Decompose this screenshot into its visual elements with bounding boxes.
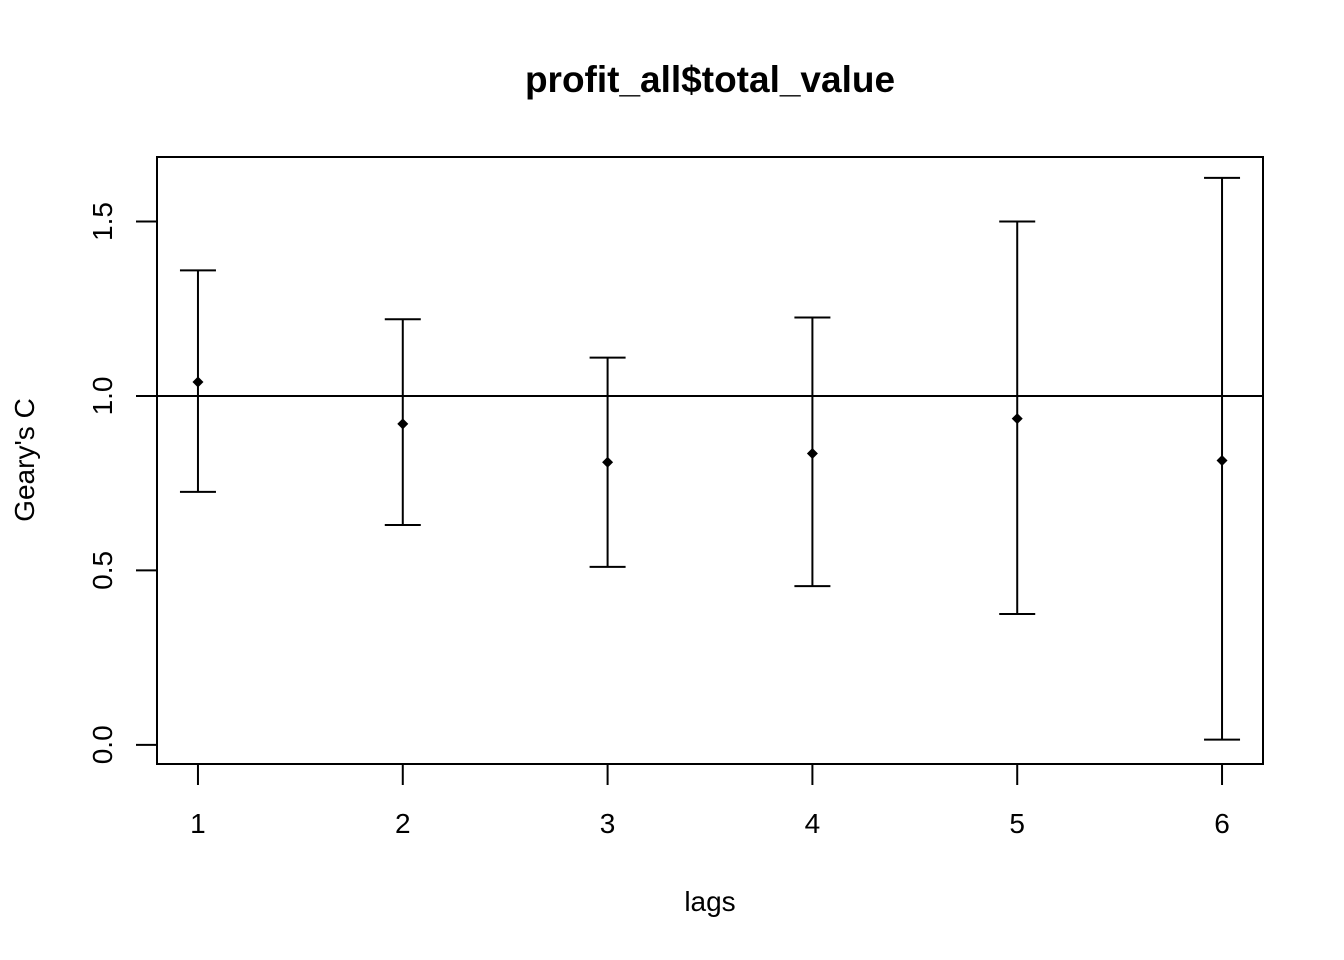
plot-frame: [156, 156, 1264, 765]
data-point: [602, 456, 614, 468]
x-tick-label: 3: [600, 808, 616, 839]
x-tick-label: 6: [1214, 808, 1230, 839]
y-tick-label: 0.5: [87, 551, 118, 590]
y-axis-label: Geary's C: [9, 398, 40, 522]
x-tick-label: 5: [1009, 808, 1025, 839]
error-bar: [1204, 176, 1241, 741]
x-axis-label: lags: [684, 886, 735, 917]
data-point: [192, 376, 204, 388]
data-point: [806, 448, 818, 460]
error-bar: [999, 220, 1036, 615]
chart-title: profit_all$total_value: [525, 59, 895, 100]
y-tick-label: 1.5: [87, 202, 118, 241]
error-bar: [384, 318, 421, 527]
error-bar: [589, 356, 626, 568]
error-bar: [794, 316, 831, 588]
x-axis: 1 2 3 4 5 6: [190, 763, 1230, 839]
x-tick-label: 2: [395, 808, 411, 839]
y-tick-label: 0.0: [87, 725, 118, 764]
y-tick-label: 1.0: [87, 376, 118, 415]
data-point: [397, 418, 409, 430]
y-axis: 0.0 0.5 1.0 1.5: [87, 202, 158, 764]
series-layer: [179, 176, 1241, 741]
x-tick-label: 1: [190, 808, 206, 839]
x-tick-label: 4: [805, 808, 821, 839]
data-point: [1216, 455, 1228, 466]
error-bar: [179, 269, 216, 493]
data-point: [1011, 413, 1023, 425]
